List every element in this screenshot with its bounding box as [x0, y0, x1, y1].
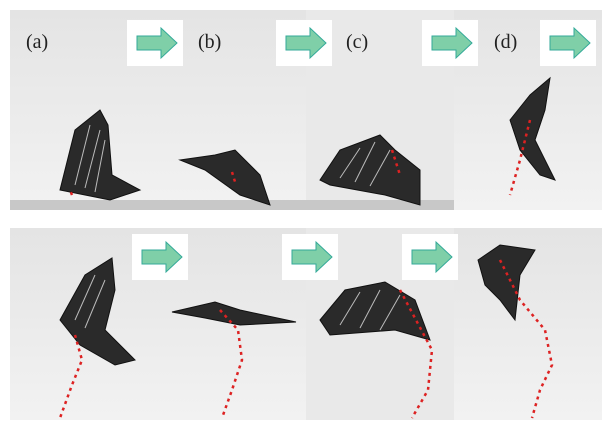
bottom-row — [10, 228, 602, 420]
panel-label: (d) — [494, 31, 517, 53]
figure: (a) (b) (c) (d) — [0, 0, 607, 423]
panel-label: (b) — [198, 31, 221, 53]
panel-label: (c) — [346, 31, 368, 53]
top-row: (a) (b) (c) (d) — [10, 10, 602, 210]
panel-label: (a) — [26, 31, 48, 53]
